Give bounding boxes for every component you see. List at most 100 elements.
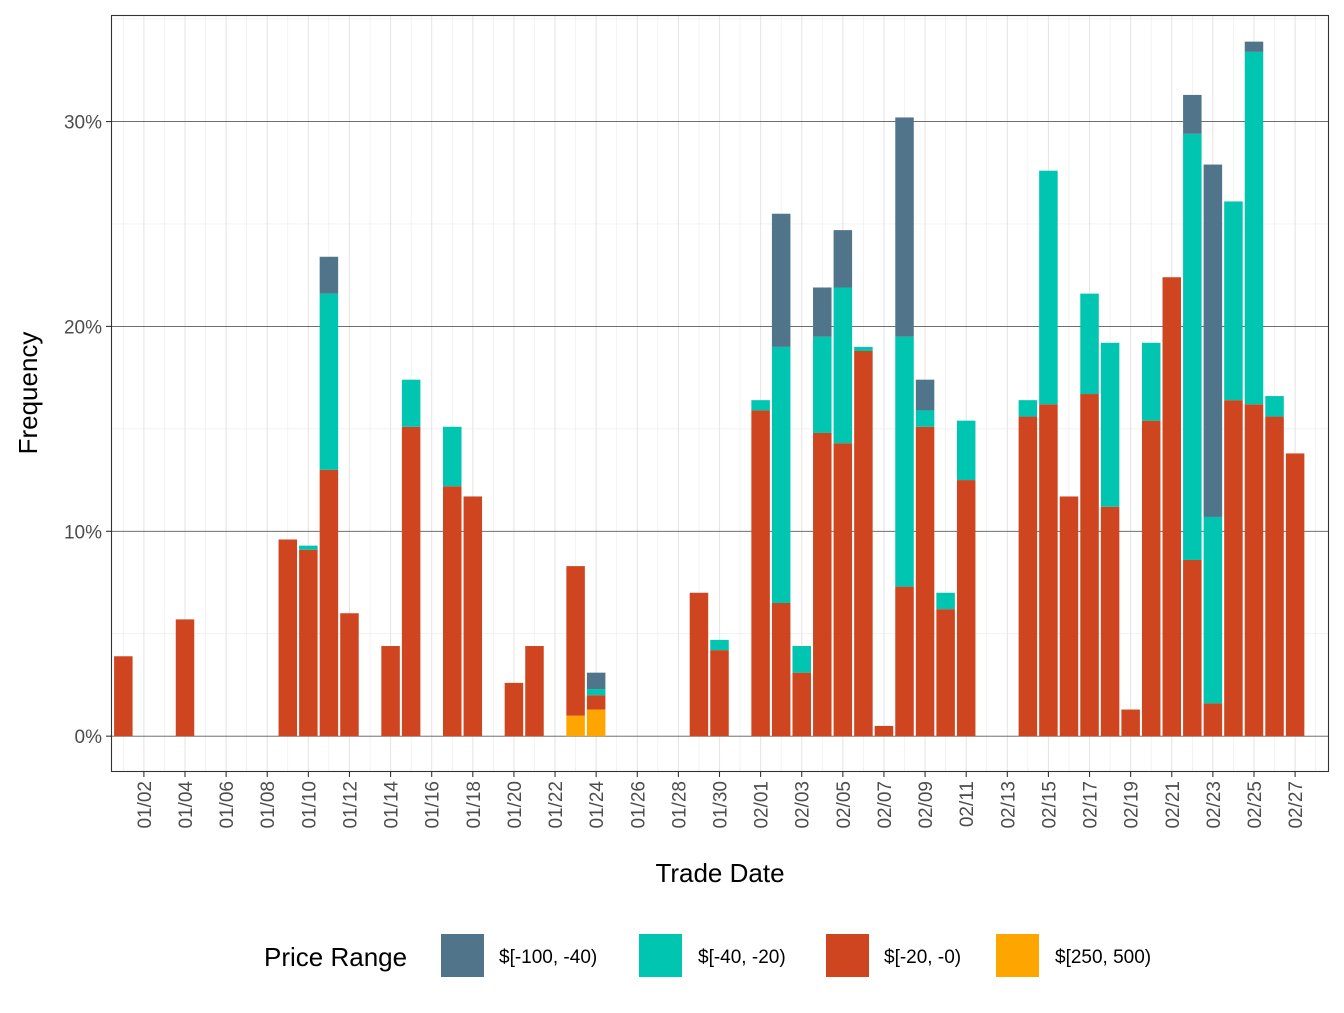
x-tick-label: 02/15 — [1039, 781, 1060, 829]
x-tick-label: 01/04 — [176, 781, 197, 829]
bar-segment — [710, 650, 729, 737]
legend-label: $[-40, -20) — [698, 947, 786, 968]
bar-segment — [1141, 342, 1161, 421]
bar-segment — [1203, 516, 1223, 704]
bar-segment — [936, 592, 955, 610]
bar-segment — [566, 715, 585, 737]
bar-segment — [689, 592, 709, 737]
bar-segment — [895, 336, 914, 587]
bar-segment — [1183, 94, 1202, 134]
bar-segment — [956, 480, 976, 737]
legend-key — [441, 934, 484, 977]
bar-segment — [854, 346, 873, 351]
x-axis-title: Trade Date — [655, 858, 784, 888]
bar-segment — [586, 689, 606, 696]
x-tick-label: 01/06 — [217, 781, 238, 829]
bar-segment — [710, 639, 729, 651]
bar-segment — [1244, 404, 1264, 737]
x-tick-label: 02/23 — [1204, 781, 1225, 829]
legend-label: $[250, 500) — [1055, 947, 1151, 968]
bar-segment — [813, 336, 832, 433]
x-tick-label: 01/30 — [711, 781, 732, 829]
bar-segment — [463, 496, 483, 737]
bar-segment — [1018, 416, 1038, 737]
bars — [114, 41, 1305, 737]
bar-segment — [114, 656, 133, 737]
bar-segment — [1059, 496, 1079, 737]
x-tick-label: 01/24 — [587, 781, 608, 829]
legend-label: $[-20, -0) — [884, 947, 961, 968]
bar-segment — [1162, 277, 1182, 737]
bar-segment — [319, 469, 339, 737]
bar-segment — [1080, 394, 1099, 737]
bar-segment — [792, 646, 811, 673]
bar-segment — [1244, 41, 1264, 52]
bar-segment — [1285, 453, 1305, 737]
y-tick-label: 30% — [64, 113, 102, 134]
bar-segment — [895, 117, 914, 337]
x-tick-label: 01/08 — [258, 781, 279, 829]
bar-segment — [1121, 709, 1140, 737]
x-tick-label: 02/13 — [998, 781, 1019, 829]
bar-segment — [1224, 400, 1243, 737]
x-tick-label: 01/22 — [546, 781, 567, 829]
x-tick-label: 02/11 — [957, 781, 978, 827]
bar-segment — [956, 420, 976, 481]
bar-segment — [874, 725, 894, 737]
legend-title: Price Range — [264, 942, 407, 972]
x-tick-label: 02/05 — [834, 781, 855, 829]
bar-segment — [340, 613, 359, 737]
x-tick-label: 02/21 — [1163, 781, 1184, 829]
y-tick-label: 0% — [75, 727, 103, 748]
bar-segment — [936, 609, 955, 737]
x-axis: 01/02 01/04 01/06 01/08 01/10 01/12 01/14 01/16… — [135, 771, 1307, 829]
x-tick-label: 01/28 — [669, 781, 690, 829]
bar-segment — [915, 410, 935, 427]
bar-segment — [319, 293, 339, 470]
x-tick-label: 02/01 — [752, 781, 773, 829]
legend-key — [826, 934, 869, 977]
bar-segment — [381, 646, 400, 737]
bar-segment — [833, 287, 853, 444]
x-tick-label: 02/17 — [1081, 781, 1102, 829]
bar-segment — [1039, 170, 1058, 405]
bar-segment — [771, 213, 791, 347]
x-tick-label: 02/07 — [875, 781, 896, 829]
bar-segment — [915, 426, 935, 737]
bar-segment — [586, 672, 606, 690]
bar-segment — [1018, 400, 1038, 417]
legend: Price Range $[-100, -40) $[-40, -20) $[-20… — [264, 934, 1151, 977]
bar-segment — [771, 603, 791, 737]
bar-segment — [1100, 342, 1120, 507]
x-tick-label: 01/14 — [382, 781, 403, 829]
bar-segment — [1080, 293, 1099, 395]
x-tick-label: 02/03 — [793, 781, 814, 829]
bar-segment — [751, 410, 770, 737]
bar-segment — [401, 379, 421, 427]
bar-segment — [813, 432, 832, 737]
x-tick-label: 02/25 — [1245, 781, 1266, 829]
x-tick-label: 02/19 — [1122, 781, 1143, 829]
bar-segment — [1265, 396, 1284, 417]
x-tick-label: 01/02 — [135, 781, 156, 829]
bar-segment — [1100, 506, 1120, 737]
x-tick-label: 01/16 — [423, 781, 444, 829]
y-tick-label: 20% — [64, 317, 102, 338]
bar-segment — [299, 545, 318, 550]
bar-segment — [566, 566, 585, 716]
x-tick-label: 01/12 — [340, 781, 361, 829]
x-tick-label: 02/27 — [1286, 781, 1307, 829]
bar-segment — [525, 646, 544, 737]
bar-segment — [1265, 416, 1284, 737]
bar-segment — [915, 379, 935, 411]
bar-segment — [586, 695, 606, 710]
bar-segment — [1183, 133, 1202, 560]
bar-segment — [1203, 164, 1223, 517]
bar-segment — [854, 351, 873, 737]
legend-key — [996, 934, 1039, 977]
x-tick-label: 01/26 — [628, 781, 649, 829]
bar-segment — [1244, 51, 1264, 405]
bar-segment — [443, 426, 462, 487]
